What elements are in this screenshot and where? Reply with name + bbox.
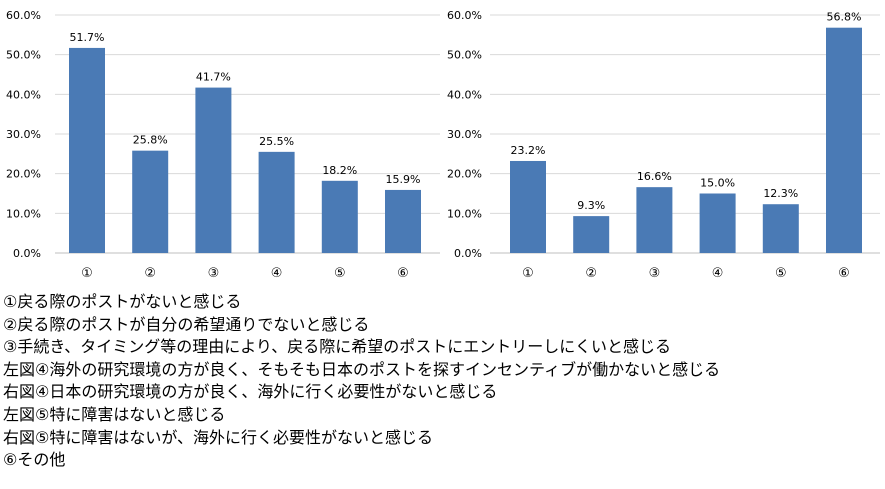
legend-item-4-right: 右図④日本の研究環境の方が良く、海外に行く必要性がないと感じる [3, 382, 498, 402]
right-chart-data-label-4: 15.0% [700, 177, 735, 190]
left-chart-bar-6 [385, 189, 421, 253]
left-chart-category-label-5: ⑤ [334, 266, 346, 281]
left-chart-category-label-3: ③ [208, 266, 220, 281]
right-chart-category-label-1: ① [522, 266, 534, 281]
right-chart-ytick-6: 60.0% [447, 9, 482, 22]
legend-item-5-left: 左図⑤特に障害はないと感じる [3, 404, 226, 424]
right-chart-data-label-2: 9.3% [577, 199, 605, 212]
left-chart-data-label-6: 15.9% [386, 173, 421, 186]
left-bar-chart: 0.0% 10.0% 20.0% 30.0% 40.0% 50.0% 60.0% 51.7% ①… [6, 9, 440, 281]
legend-item-2: ②戻る際のポストが自分の希望通りでないと感じる [3, 314, 370, 334]
left-chart-bar-3 [195, 87, 232, 253]
right-bar-chart: 0.0% 10.0% 20.0% 30.0% 40.0% 50.0% 60.0% 23.2% ①… [447, 9, 880, 281]
left-chart-ytick-4: 40.0% [6, 88, 41, 101]
left-chart-data-label-4: 25.5% [259, 135, 294, 148]
right-chart-category-label-5: ⑤ [775, 266, 787, 281]
right-chart-bar-4 [699, 193, 736, 253]
left-chart-category-label-2: ② [144, 266, 156, 281]
legend-item-5-right: 右図⑤特に障害はないが、海外に行く必要性がないと感じる [3, 427, 434, 447]
left-chart-bar-4 [258, 151, 295, 253]
right-chart-ytick-1: 10.0% [447, 207, 482, 220]
left-chart-ytick-5: 50.0% [6, 49, 41, 62]
right-chart-data-label-6: 56.8% [827, 11, 862, 24]
left-chart-data-label-2: 25.8% [133, 134, 168, 147]
right-chart-ytick-4: 40.0% [447, 88, 482, 101]
right-chart-data-label-5: 12.3% [763, 187, 798, 200]
right-chart-category-label-3: ③ [649, 266, 661, 281]
left-chart-bar-5 [321, 180, 358, 253]
left-chart-bar-1 [69, 47, 105, 253]
left-chart-ytick-6: 60.0% [6, 9, 41, 22]
left-chart-category-label-6: ⑥ [397, 266, 409, 281]
right-chart-bar-2 [573, 216, 610, 253]
left-chart-ytick-3: 30.0% [6, 128, 41, 141]
right-chart-ytick-5: 50.0% [447, 49, 482, 62]
left-chart-category-label-4: ④ [271, 266, 283, 281]
right-chart-category-label-2: ② [585, 266, 597, 281]
left-chart-ytick-2: 20.0% [6, 168, 41, 181]
right-chart-ytick-3: 30.0% [447, 128, 482, 141]
left-chart-bar-2 [132, 150, 169, 253]
right-chart-category-label-6: ⑥ [838, 266, 850, 281]
right-chart-category-label-4: ④ [712, 266, 724, 281]
left-chart-data-label-3: 41.7% [196, 71, 231, 84]
left-chart-category-label-1: ① [81, 266, 93, 281]
right-chart-bar-6 [826, 27, 862, 254]
right-chart-data-label-3: 16.6% [637, 170, 672, 183]
right-chart-bar-5 [762, 204, 799, 253]
right-chart-data-label-1: 23.2% [511, 144, 546, 157]
right-chart-bar-1 [510, 160, 546, 253]
category-legend: ①戻る際のポストがないと感じる ②戻る際のポストが自分の希望通りでないと感じる … [3, 291, 883, 472]
legend-item-6: ⑥その他 [3, 450, 66, 470]
legend-item-3: ③手続き、タイミング等の理由により、戻る際に希望のポストにエントリーしにくいと感… [3, 337, 671, 357]
legend-item-1: ①戻る際のポストがないと感じる [3, 292, 242, 311]
left-chart-ytick-1: 10.0% [6, 207, 41, 220]
left-chart-ytick-0: 0.0% [13, 247, 41, 260]
left-chart-data-label-1: 51.7% [70, 31, 105, 44]
left-chart-data-label-5: 18.2% [322, 164, 357, 177]
legend-item-4-left: 左図④海外の研究環境の方が良く、そもそも日本のポストを探すインセンティブが働かな… [3, 359, 721, 379]
right-chart-bar-3 [636, 187, 673, 253]
right-chart-ytick-2: 20.0% [447, 168, 482, 181]
right-chart-ytick-0: 0.0% [454, 247, 482, 260]
